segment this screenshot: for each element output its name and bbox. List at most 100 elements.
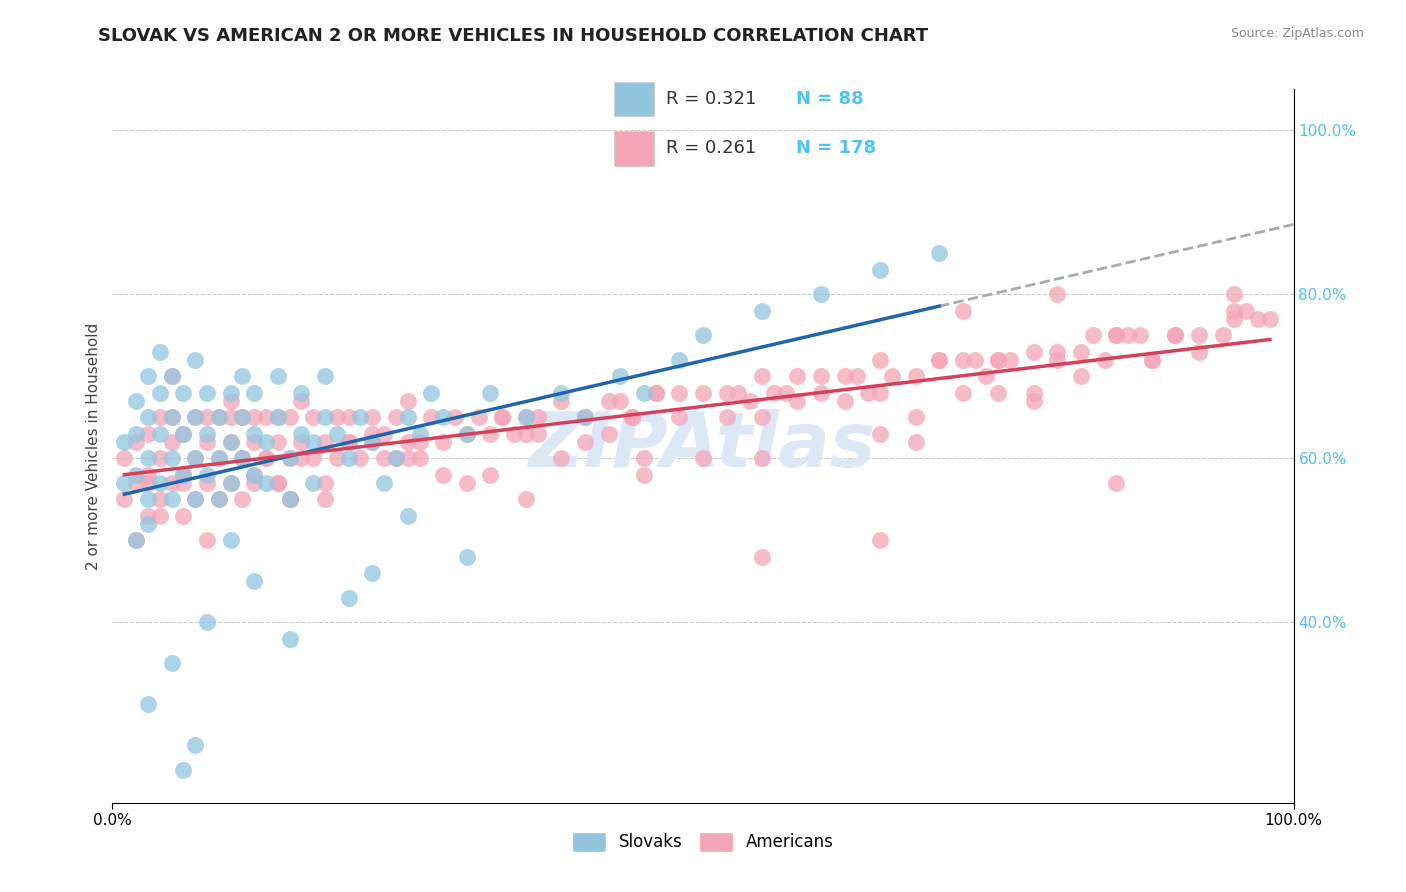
Point [254,434,277,449]
Point [952,352,974,367]
Point [751,303,773,318]
Point [385,410,408,425]
Point [361,426,384,441]
Point [526,426,548,441]
Point [1105,328,1128,343]
Point [172,467,194,482]
Point [254,451,277,466]
Point [869,385,891,400]
Point [243,467,266,482]
Point [869,426,891,441]
Point [254,410,277,425]
Point [668,352,690,367]
Point [1070,369,1092,384]
Point [692,385,714,400]
Point [834,393,856,408]
Point [609,369,631,384]
Point [574,410,596,425]
Point [219,434,242,449]
Point [278,451,301,466]
Point [987,352,1010,367]
Point [456,426,478,441]
Point [1105,328,1128,343]
Point [195,385,218,400]
Point [810,385,832,400]
Point [219,475,242,490]
Point [762,385,785,400]
Point [136,410,159,425]
Point [1094,352,1116,367]
Point [314,475,336,490]
Point [219,434,242,449]
Point [136,508,159,523]
Point [1081,328,1104,343]
Point [692,328,714,343]
Point [633,467,655,482]
Point [456,549,478,564]
Point [1022,385,1045,400]
Point [621,410,644,425]
Point [858,385,880,400]
Point [928,352,950,367]
Point [987,385,1010,400]
Point [1188,344,1211,359]
Point [160,475,183,490]
Point [243,574,266,589]
Text: R = 0.261: R = 0.261 [666,139,756,157]
Point [302,475,325,490]
Point [491,410,513,425]
Point [361,434,384,449]
Point [243,410,266,425]
Point [326,451,349,466]
Point [208,492,231,507]
Point [172,763,194,777]
Point [243,475,266,490]
Point [668,385,690,400]
Point [136,698,159,712]
Point [267,475,290,490]
Point [219,393,242,408]
Point [195,615,218,630]
Point [408,434,430,449]
Point [361,566,384,581]
Point [396,508,419,523]
Point [928,246,950,260]
Point [727,385,749,400]
Point [219,475,242,490]
Point [231,451,253,466]
Point [125,533,148,548]
Point [1247,311,1270,326]
Point [172,385,194,400]
Point [136,516,159,531]
Point [456,426,478,441]
Point [160,451,183,466]
Point [267,369,290,384]
Point [396,410,419,425]
Point [1164,328,1187,343]
Point [869,262,891,277]
Point [349,451,371,466]
Point [302,410,325,425]
Point [668,410,690,425]
Point [314,410,336,425]
Point [267,434,290,449]
Text: Source: ZipAtlas.com: Source: ZipAtlas.com [1230,27,1364,40]
Legend: Slovaks, Americans: Slovaks, Americans [565,825,841,859]
Point [692,451,714,466]
Point [172,426,194,441]
Point [998,352,1021,367]
Point [550,385,572,400]
Point [1234,303,1257,318]
Point [869,533,891,548]
Point [1188,328,1211,343]
Point [278,632,301,646]
Point [184,410,207,425]
Point [1046,352,1069,367]
Point [644,385,666,400]
Point [172,426,194,441]
Point [373,451,395,466]
Point [243,467,266,482]
Point [290,385,312,400]
Point [278,492,301,507]
Point [219,385,242,400]
